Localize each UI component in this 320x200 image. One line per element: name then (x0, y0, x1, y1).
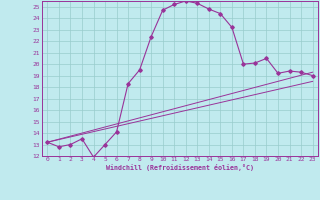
X-axis label: Windchill (Refroidissement éolien,°C): Windchill (Refroidissement éolien,°C) (106, 164, 254, 171)
